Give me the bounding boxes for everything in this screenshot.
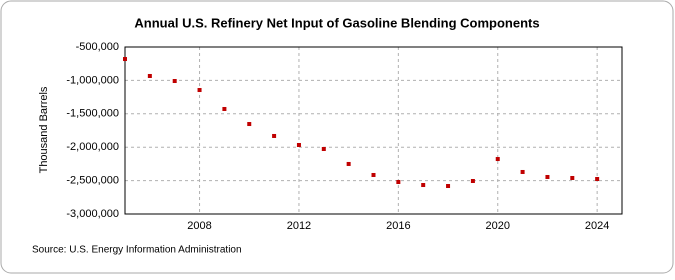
x-tick-label: 2024 — [585, 220, 609, 232]
point — [272, 133, 277, 138]
point — [396, 180, 401, 185]
chart-title: Annual U.S. Refinery Net Input of Gasoli… — [134, 15, 539, 30]
point — [222, 106, 227, 111]
x-tick-label: 2016 — [386, 220, 410, 232]
point — [421, 183, 426, 188]
y-tick-label: -500,000 — [76, 41, 119, 53]
point — [520, 169, 525, 174]
point — [172, 79, 177, 84]
x-tick-label: 2020 — [486, 220, 510, 232]
point — [570, 175, 575, 180]
point — [545, 174, 550, 179]
source: Source: U.S. Energy Information Administ… — [32, 245, 242, 256]
y-tick-label: -2,000,000 — [66, 141, 119, 153]
y-axis-label: Thousand Barrels — [38, 86, 50, 173]
point — [147, 73, 152, 78]
x-tick-label: 2012 — [287, 220, 311, 232]
point — [123, 57, 127, 62]
x-tick-label: 2008 — [187, 220, 211, 232]
point — [296, 142, 301, 147]
plot-border — [124, 46, 623, 215]
y-tick-label: -3,000,000 — [66, 208, 119, 220]
point — [346, 161, 351, 166]
y-tick-label: -2,500,000 — [66, 175, 119, 187]
point — [495, 157, 500, 162]
y-tick-label: -1,500,000 — [66, 108, 119, 120]
point — [446, 184, 451, 189]
point — [470, 179, 475, 184]
point — [371, 172, 376, 177]
point — [595, 176, 600, 181]
point — [321, 147, 326, 152]
point — [197, 88, 202, 93]
point — [247, 122, 252, 127]
frame — [0, 0, 674, 274]
y-tick-label: -1,000,000 — [66, 74, 119, 86]
